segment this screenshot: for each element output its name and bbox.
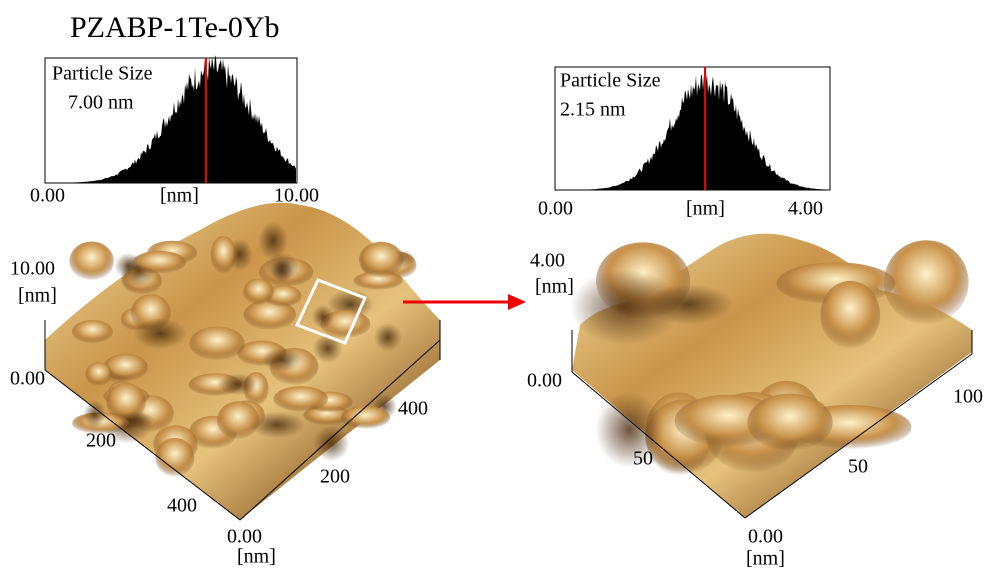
surface-3d [44, 202, 441, 521]
histogram-bars [556, 73, 829, 190]
surface-texture [270, 260, 294, 283]
surface-texture [85, 362, 112, 386]
surface-3d [570, 233, 973, 519]
x-unit: [nm] [160, 185, 199, 207]
x-min: 0.00 [30, 185, 65, 207]
surface-texture [106, 382, 146, 422]
surface-texture [132, 250, 186, 274]
surface-texture [243, 299, 297, 330]
surface-texture [340, 405, 391, 429]
surface-texture [359, 241, 404, 278]
surface-texture [595, 391, 664, 468]
x-tick: 400 [167, 495, 197, 517]
surface-texture [83, 400, 106, 429]
surface-texture [189, 326, 245, 361]
x-tick: 50 [633, 448, 653, 470]
surface-texture [133, 318, 187, 350]
surface-texture [313, 425, 350, 462]
histogram-value: 7.00 nm [68, 92, 134, 114]
z-min: 0.00 [10, 368, 45, 390]
x-max: 10.00 [274, 185, 319, 207]
surface-texture [747, 393, 833, 452]
surface-texture [570, 269, 680, 346]
surface-texture [258, 221, 289, 260]
surface-texture [217, 373, 258, 396]
origin-unit: [nm] [237, 546, 276, 568]
arrow-head [508, 294, 526, 310]
y-tick: 100 [953, 386, 983, 408]
surface-texture [273, 386, 329, 412]
z-min: 0.00 [527, 370, 562, 392]
x-max: 4.00 [788, 198, 823, 220]
surface-texture [243, 278, 274, 305]
figure-title: PZABP-1Te-0Yb [70, 11, 280, 44]
surface-texture [883, 240, 969, 325]
surface-texture [210, 235, 236, 274]
origin-unit: [nm] [746, 548, 785, 570]
surface-texture [71, 320, 113, 344]
surface-texture [820, 280, 881, 349]
surface-texture [217, 401, 260, 440]
y-tick: 50 [848, 456, 868, 478]
origin: 0.00 [227, 526, 262, 548]
histogram-value: 2.15 nm [560, 99, 626, 121]
surface-texture [155, 437, 195, 478]
z-unit: [nm] [18, 285, 57, 307]
histogram-label: Particle Size [52, 63, 153, 85]
surface-texture [69, 241, 114, 281]
z-max: 4.00 [530, 250, 565, 272]
y-tick: 400 [398, 398, 428, 420]
surface-texture [311, 304, 335, 329]
histogram-bars [46, 55, 296, 183]
surface-texture [103, 353, 148, 382]
x-unit: [nm] [686, 198, 725, 220]
z-max: 10.00 [10, 258, 55, 280]
x-min: 0.00 [538, 198, 573, 220]
origin: 0.00 [748, 526, 783, 548]
surface-texture [373, 323, 402, 352]
y-tick: 200 [320, 466, 350, 488]
surface-texture [262, 347, 302, 372]
surface-texture [312, 333, 343, 364]
x-tick: 200 [86, 430, 116, 452]
histogram-label: Particle Size [560, 70, 661, 92]
z-unit: [nm] [535, 276, 574, 298]
